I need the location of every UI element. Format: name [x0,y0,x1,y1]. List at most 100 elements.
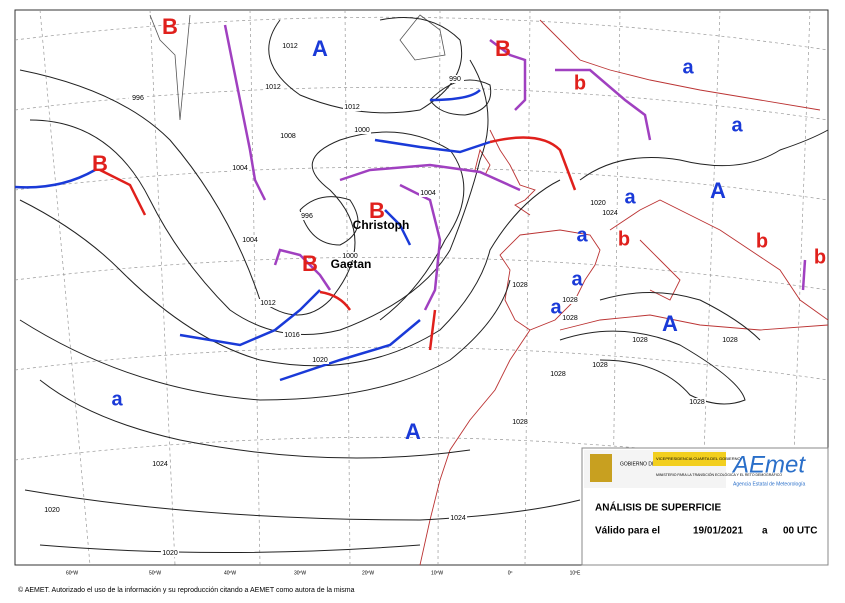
isobar-label-bg [589,199,607,207]
isobar-label-bg [721,336,739,344]
isobar-label-bg [511,281,529,289]
isobar-label: 1012 [344,104,360,111]
isobars [19,17,829,553]
pressure-center: b [574,72,586,94]
pressure-center: A [405,419,421,444]
longitude-label: 60ºW [66,570,78,576]
isobar-label-bg [231,164,249,172]
isobar-label-bg [161,549,179,557]
isobar-label: 1028 [550,371,566,378]
storm-name: Gaetan [331,257,372,271]
isobar-label-bg [281,42,299,50]
agency: Agencia Estatal de Meteorología [733,481,805,487]
isobar-label: 1012 [282,43,298,50]
isobar-label-bg [511,418,529,426]
isobar-label: 1028 [512,419,528,426]
isobar-label-bg [264,83,282,91]
longitude-label: 20ºW [362,570,374,576]
isobar-label: 1024 [152,461,168,468]
isobar-label-bg [601,209,619,217]
pressure-center: a [682,56,694,78]
isobar-label-bg [446,75,464,83]
isobar-label-bg [343,103,361,111]
isobar-label-bg [591,361,609,369]
pressure-center: B [495,36,511,61]
isobar-label-bg [561,296,579,304]
isobar-label-bg [449,514,467,522]
vice: VICEPRESIDENCIA CUARTA DEL GOBIERNO [656,456,741,461]
pressure-center: b [814,246,826,268]
isobar-label-bg [298,212,316,220]
info-box: GOBIERNO DE ESPAÑA VICEPRESIDENCIA CUART… [581,447,829,566]
title: ANÁLISIS DE SUPERFICIE [595,501,721,514]
isobar-label: 1028 [632,337,648,344]
longitude-label: 10ºE [570,570,581,576]
isobar-label-bg [353,126,371,134]
isobar-label: 1004 [420,190,436,197]
isobar-label: 1000 [342,253,358,260]
isobar-label: 1000 [354,127,370,134]
isobar-label-bg [259,299,277,307]
isobar-label: 1004 [242,237,258,244]
pressure-center: a [571,268,583,290]
pressure-center: A [710,178,726,203]
gov-name: GOBIERNO DE ESPAÑA [620,460,677,467]
pressure-center: a [111,388,123,410]
isobar-label: 996 [301,213,313,220]
isobar-label: 1028 [512,282,528,289]
isobar-label-bg [129,94,147,102]
isobar-label-bg [561,314,579,322]
isobar-label: 1020 [162,550,178,557]
longitude-label: 0º [508,570,513,576]
isobar-label: 1012 [260,300,276,307]
isobar-label: 1020 [44,507,60,514]
isobar-label: 996 [132,95,144,102]
longitude-label: 50ºW [149,570,161,576]
pressure-center: A [662,311,678,336]
isobar-label: 1012 [265,84,281,91]
isobar-label-bg [241,236,259,244]
fronts [14,24,807,382]
valid-label: Válido para el [595,526,660,537]
coastlines [149,14,829,566]
pressure-center: A [312,36,328,61]
coat-of-arms [590,454,612,482]
storm-name: Christoph [353,218,410,232]
isobar-label: 990 [449,76,461,83]
isobar-label: 1024 [450,515,466,522]
longitude-label: 10ºW [431,570,443,576]
pressure-center: b [618,228,630,250]
isobar-label: 1028 [592,362,608,369]
isobar-label-bg [341,252,359,260]
isobar-label: 1020 [312,357,328,364]
copyright: © AEMET. Autorizado el uso de la informa… [18,586,355,594]
ministry: MINISTERIO PARA LA TRANSICIÓN ECOLÓGICA … [656,472,782,477]
pressure-center: a [624,186,636,208]
longitude-label: 30ºW [294,570,306,576]
pressure-center: a [550,296,562,318]
isobar-label: 1008 [280,133,296,140]
isobar-label: 1028 [562,297,578,304]
isobar-label: 1028 [689,399,705,406]
separator: a [762,526,768,537]
isobar-label: 1028 [722,337,738,344]
pressure-center: b [756,230,768,252]
pressure-center: B [92,151,108,176]
longitude-label: 40ºW [224,570,236,576]
isobar-label-bg [631,336,649,344]
date: 19/01/2021 [693,526,743,537]
pressure-center: B [302,251,318,276]
isobar-label-bg [311,356,329,364]
pressure-center: B [162,14,178,39]
isobar-label: 1020 [590,200,606,207]
isobar-label-bg [419,189,437,197]
isobar-label: 1004 [232,165,248,172]
isobar-label-bg [279,132,297,140]
pressure-center: a [576,224,588,246]
isobar-label-bg [688,398,706,406]
brand: AEmet [731,451,806,478]
isobar-label: 1024 [602,210,618,217]
pressure-center: B [369,198,385,223]
isobar-label-bg [151,460,169,468]
